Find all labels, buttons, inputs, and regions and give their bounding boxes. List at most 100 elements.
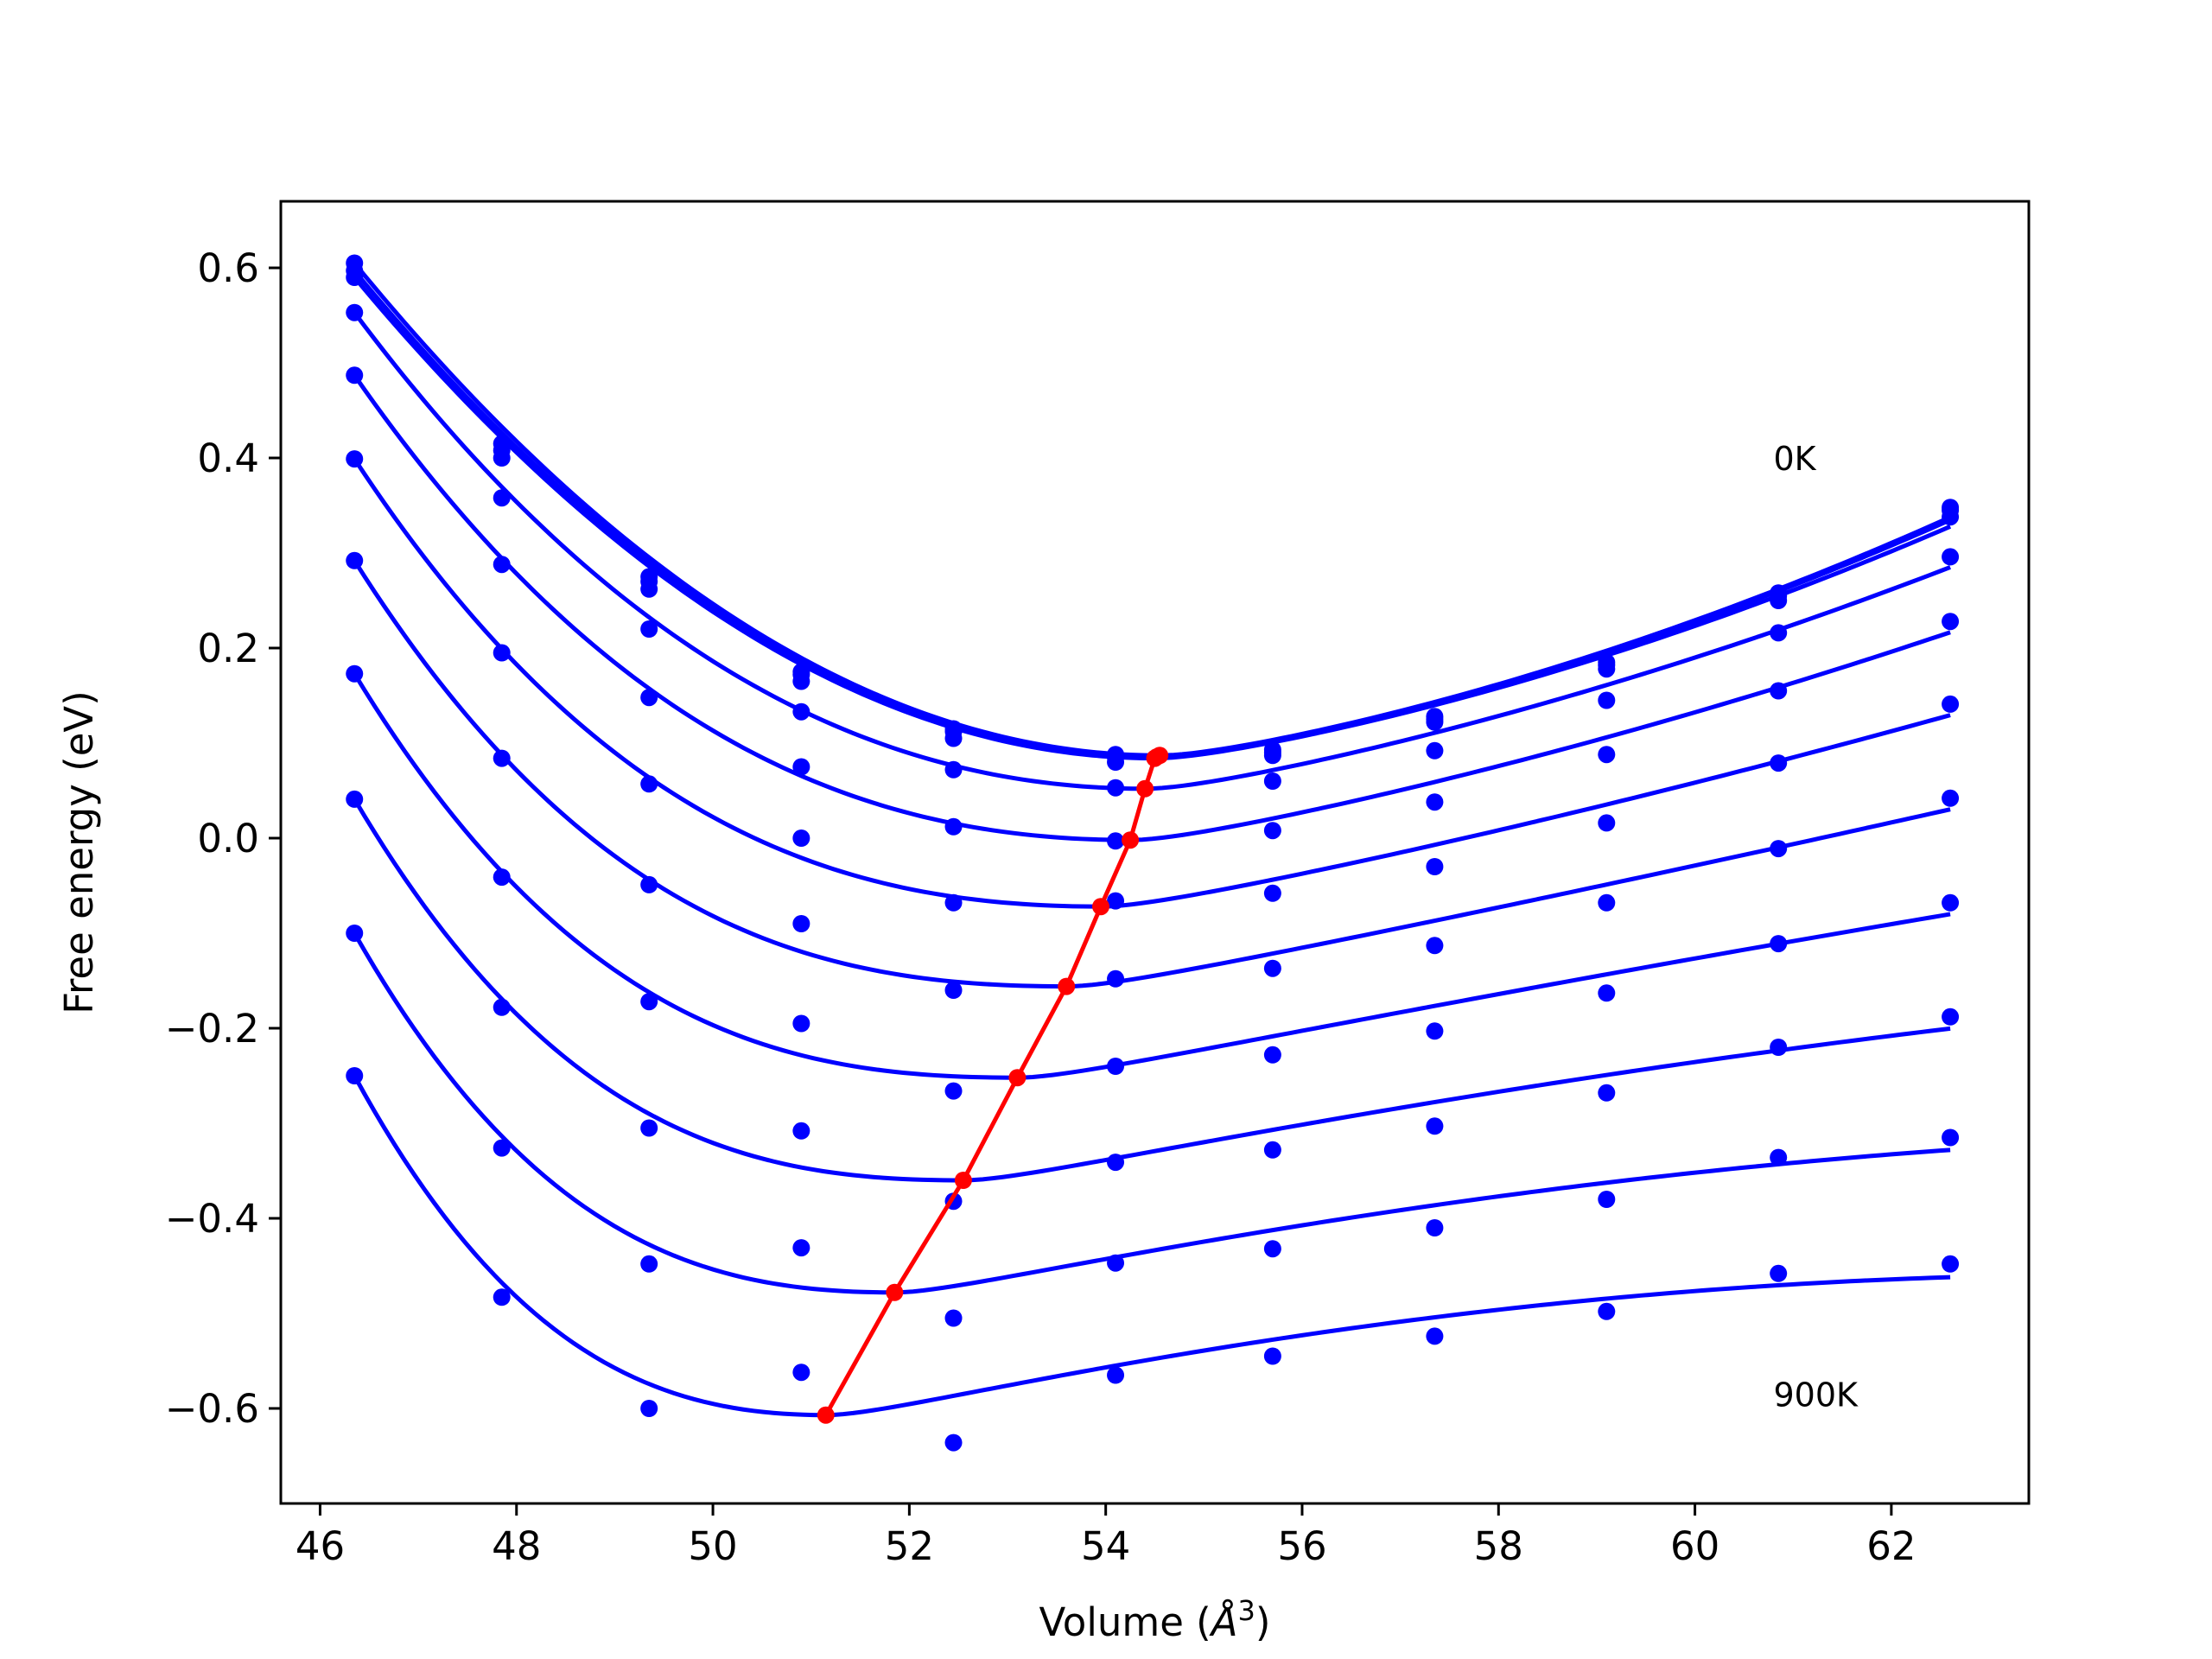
- isotherm-5-point-10: [1942, 695, 1960, 713]
- minimum-point-5: [1091, 898, 1109, 916]
- isotherm-7-point-10: [1942, 893, 1960, 912]
- x-axis-label-text: Volume (: [1039, 1599, 1211, 1645]
- isotherm-6-point-3: [792, 915, 810, 932]
- isotherm-10-point-5: [1107, 1366, 1125, 1384]
- isotherm-9-point-4: [944, 1309, 963, 1327]
- isotherm-2-point-8: [1598, 660, 1616, 678]
- isotherm-5-point-9: [1770, 754, 1788, 772]
- isotherm-5-point-5: [1107, 892, 1125, 910]
- isotherm-7-point-5: [1107, 1058, 1125, 1075]
- isotherm-10-point-9: [1770, 1264, 1788, 1282]
- isotherm-10-point-7: [1426, 1327, 1444, 1345]
- isotherm-2-point-10: [1942, 508, 1960, 526]
- isotherm-10-point-3: [792, 1363, 810, 1382]
- isotherm-6-point-2: [640, 875, 658, 893]
- isotherm-curve-4: [353, 373, 1951, 842]
- isotherm-6-point-6: [1263, 959, 1281, 977]
- isotherm-curves: [353, 261, 1952, 1418]
- isotherm-3-point-9: [1770, 624, 1788, 642]
- x-axis-unit-exponent: 3: [1238, 1594, 1255, 1627]
- isotherm-2-point-9: [1770, 592, 1788, 609]
- isotherm-10-point-8: [1598, 1302, 1616, 1320]
- y-tick-label-0: −0.6: [165, 1386, 259, 1432]
- isotherm-7-point-0: [346, 664, 364, 683]
- isotherm-3-point-10: [1942, 548, 1960, 566]
- isotherm-5-point-8: [1598, 814, 1616, 832]
- isotherm-9-point-9: [1770, 1148, 1788, 1166]
- isotherm-4-point-1: [493, 556, 511, 574]
- isotherm-3-point-2: [640, 620, 658, 638]
- x-axis-ticks: 46 48 50 52 54 56 58 60 62: [296, 1503, 1916, 1569]
- minimum-point-6: [1058, 977, 1076, 995]
- y-tick-label-5: 0.4: [197, 435, 259, 481]
- isotherm-8-point-5: [1107, 1154, 1125, 1172]
- minimum-point-7: [1008, 1069, 1027, 1087]
- isotherm-6-point-9: [1770, 840, 1788, 858]
- isotherm-3-point-7: [1426, 741, 1444, 760]
- y-tick-label-6: 0.6: [197, 245, 259, 291]
- isotherm-4-point-2: [640, 689, 658, 707]
- isotherm-6-point-10: [1942, 789, 1960, 807]
- isotherm-5-point-4: [944, 893, 963, 912]
- isotherm-9-point-2: [640, 1255, 658, 1273]
- isotherm-10-point-6: [1263, 1347, 1281, 1365]
- minimum-point-10: [817, 1406, 835, 1424]
- isotherm-5-point-6: [1263, 884, 1281, 902]
- isotherm-8-point-1: [493, 998, 511, 1016]
- isotherm-9-point-3: [792, 1239, 810, 1257]
- plot-area-frame: [279, 200, 2031, 1505]
- x-axis-unit-base: Å: [1209, 1599, 1238, 1645]
- isotherm-10-point-1: [493, 1288, 511, 1306]
- isotherm-6-point-5: [1107, 969, 1125, 988]
- isotherm-6-point-0: [346, 551, 364, 569]
- isotherm-7-point-1: [493, 868, 511, 887]
- x-tick-label-56: 56: [1277, 1523, 1326, 1569]
- minimum-point-4: [1122, 831, 1140, 849]
- isotherm-7-point-8: [1598, 984, 1616, 1002]
- isotherm-4-point-5: [1107, 832, 1125, 850]
- isotherm-10-point-10: [1942, 1255, 1960, 1273]
- isotherm-4-point-9: [1770, 682, 1788, 700]
- minimum-point-8: [954, 1172, 972, 1189]
- x-tick-label-54: 54: [1081, 1523, 1130, 1569]
- isotherm-9-point-5: [1107, 1254, 1125, 1272]
- isotherm-3-point-4: [944, 760, 963, 779]
- isotherm-8-point-2: [640, 1119, 658, 1137]
- isotherm-3-point-5: [1107, 779, 1125, 797]
- x-tick-label-52: 52: [885, 1523, 934, 1569]
- isotherm-9-point-1: [493, 1139, 511, 1157]
- isotherm-2-point-7: [1426, 713, 1444, 731]
- isotherm-7-point-6: [1263, 1046, 1281, 1064]
- isotherm-3-point-1: [493, 489, 511, 507]
- isotherm-7-point-3: [792, 1014, 810, 1033]
- isotherm-5-point-3: [792, 830, 810, 847]
- isotherm-9-point-0: [346, 925, 364, 942]
- isotherm-2-point-0: [346, 269, 364, 286]
- isotherm-curve-7: [353, 672, 1951, 1080]
- isotherm-curve-8: [353, 798, 1951, 1183]
- y-tick-label-4: 0.2: [197, 626, 259, 671]
- x-axis-label: Volume (Å3): [1039, 1594, 1271, 1645]
- y-tick-label-2: −0.2: [165, 1006, 259, 1052]
- minimum-point-3: [1136, 779, 1154, 798]
- isotherm-5-point-0: [346, 450, 364, 468]
- isotherm-6-point-1: [493, 749, 511, 767]
- x-tick-label-46: 46: [296, 1523, 345, 1569]
- isotherm-5-point-1: [493, 644, 511, 662]
- isotherm-2-point-6: [1263, 747, 1281, 765]
- isotherm-4-point-10: [1942, 613, 1960, 631]
- isotherm-6-point-8: [1598, 893, 1616, 912]
- y-axis-label: Free energy (eV): [56, 690, 102, 1014]
- isotherm-10-point-4: [944, 1433, 963, 1452]
- isotherm-2-point-5: [1107, 753, 1125, 771]
- x-tick-label-58: 58: [1474, 1523, 1523, 1569]
- annotation-900k: 900K: [1774, 1376, 1859, 1414]
- isotherm-9-point-8: [1598, 1191, 1616, 1208]
- x-axis-label-close: ): [1255, 1599, 1271, 1645]
- isotherm-2-point-3: [792, 672, 810, 690]
- isotherm-3-point-6: [1263, 772, 1281, 790]
- isotherm-3-point-3: [792, 702, 810, 721]
- isotherm-8-point-3: [792, 1122, 810, 1140]
- isotherm-5-point-7: [1426, 858, 1444, 875]
